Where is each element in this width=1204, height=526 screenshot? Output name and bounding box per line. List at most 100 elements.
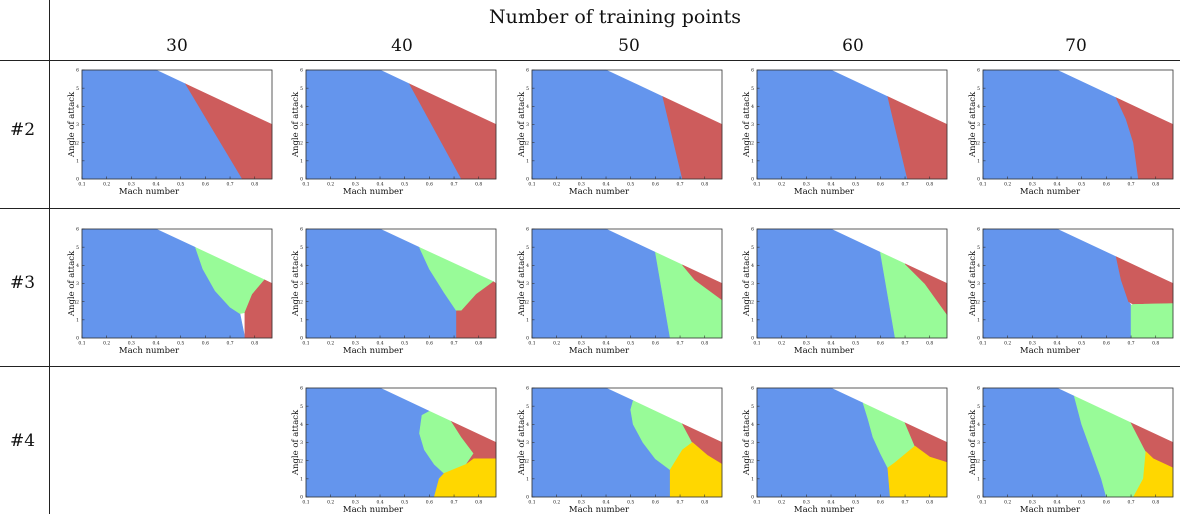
x-tick-label: 0.5 [852, 182, 859, 188]
x-tick-label: 0.7 [676, 341, 683, 347]
x-tick-label: 0.7 [226, 341, 233, 347]
x-tick-label: 0.6 [652, 182, 659, 188]
y-tick-label: 3 [76, 122, 79, 128]
x-tick-label: 0.6 [1103, 341, 1110, 347]
x-tick-label: 0.8 [1152, 341, 1159, 347]
x-tick-label: 0.5 [1078, 341, 1085, 347]
y-tick-label: 0 [751, 495, 754, 501]
y-tick-label: 0 [526, 177, 529, 183]
y-tick-label: 2 [300, 140, 303, 146]
y-tick-label: 0 [300, 177, 303, 183]
x-tick-label: 0.6 [426, 500, 433, 506]
x-tick-label: 0.8 [926, 341, 933, 347]
x-tick-label: 0.4 [1053, 341, 1060, 347]
x-tick-label: 0.5 [1078, 182, 1085, 188]
y-tick-label: 4 [300, 104, 303, 110]
x-tick-label: 0.4 [376, 182, 383, 188]
x-tick-label: 0.6 [877, 500, 884, 506]
x-tick-label: 0.4 [827, 500, 834, 506]
x-tick-label: 0.4 [602, 341, 609, 347]
y-tick-label: 6 [751, 68, 754, 74]
y-tick-label: 5 [76, 86, 79, 92]
x-axis-label: Mach number [343, 346, 404, 356]
y-tick-label: 3 [300, 281, 303, 287]
y-tick-label: 1 [751, 317, 754, 323]
x-tick-label: 0.7 [901, 182, 908, 188]
partition-plot-r2-40: 0.1 0.2 0.3 0.4 0.5 0.6 0.7 0.8 0 1 2 3 4 5 6 Mach numb… [291, 68, 497, 197]
y-tick-label: 5 [526, 245, 529, 251]
x-tick-label: 0.2 [778, 182, 785, 188]
row-label-4: #4 [10, 431, 36, 451]
y-tick-label: 1 [300, 476, 303, 482]
x-tick-label: 0.2 [327, 341, 334, 347]
y-tick-label: 6 [300, 227, 303, 233]
y-tick-label: 5 [76, 245, 79, 251]
y-tick-label: 3 [526, 122, 529, 128]
partition-plot-r4-70: 0.1 0.2 0.3 0.4 0.5 0.6 0.7 0.8 0 1 2 3 4 5 6 Mach numb… [968, 386, 1174, 515]
x-tick-label: 0.8 [701, 341, 708, 347]
x-tick-label: 0.2 [103, 341, 110, 347]
y-axis-label: Angle of attack [291, 91, 301, 158]
y-tick-label: 6 [300, 386, 303, 392]
partition-plot-r4-40: 0.1 0.2 0.3 0.4 0.5 0.6 0.7 0.8 0 1 2 3 4 5 6 Mach numb… [291, 386, 497, 515]
x-tick-label: 0.8 [926, 500, 933, 506]
y-tick-label: 1 [526, 158, 529, 164]
x-axis-label: Mach number [569, 346, 630, 356]
x-axis-label: Mach number [119, 346, 180, 356]
y-tick-label: 4 [977, 104, 980, 110]
super-title: Number of training points [488, 6, 742, 28]
y-tick-label: 4 [526, 263, 529, 269]
x-axis-label: Mach number [1020, 346, 1081, 356]
x-axis-label: Mach number [343, 505, 404, 515]
x-axis-label: Mach number [794, 346, 855, 356]
partition-plot-r2-60: 0.1 0.2 0.3 0.4 0.5 0.6 0.7 0.8 0 1 2 3 4 5 6 Mach numb… [742, 68, 948, 197]
x-tick-label: 0.3 [352, 341, 359, 347]
x-tick-label: 0.3 [803, 182, 810, 188]
y-tick-label: 3 [526, 440, 529, 446]
x-tick-label: 0.2 [1004, 182, 1011, 188]
y-tick-label: 1 [300, 158, 303, 164]
x-tick-label: 0.6 [426, 341, 433, 347]
x-tick-label: 0.1 [753, 500, 760, 506]
x-tick-label: 0.5 [852, 500, 859, 506]
x-tick-label: 0.1 [528, 182, 535, 188]
y-tick-label: 3 [977, 281, 980, 287]
y-tick-label: 6 [300, 68, 303, 74]
y-tick-label: 4 [300, 422, 303, 428]
partition-plot-r3-50: 0.1 0.2 0.3 0.4 0.5 0.6 0.7 0.8 0 1 2 3 4 5 6 Mach numb… [517, 227, 723, 356]
y-tick-label: 2 [751, 140, 754, 146]
row-label-3: #3 [10, 273, 36, 293]
y-tick-label: 6 [526, 227, 529, 233]
y-tick-label: 3 [751, 440, 754, 446]
row-label-2: #2 [10, 120, 36, 140]
x-tick-label: 0.3 [803, 341, 810, 347]
x-axis-label: Mach number [343, 187, 404, 197]
y-tick-label: 3 [977, 122, 980, 128]
x-tick-label: 0.5 [627, 500, 634, 506]
y-tick-label: 0 [977, 495, 980, 501]
y-tick-label: 3 [977, 440, 980, 446]
y-tick-label: 2 [977, 140, 980, 146]
y-tick-label: 3 [751, 281, 754, 287]
x-tick-label: 0.4 [376, 341, 383, 347]
y-tick-label: 1 [977, 158, 980, 164]
x-tick-label: 0.3 [128, 182, 135, 188]
x-tick-label: 0.2 [103, 182, 110, 188]
x-tick-label: 0.6 [652, 500, 659, 506]
x-tick-label: 0.3 [1029, 182, 1036, 188]
y-tick-label: 4 [526, 104, 529, 110]
y-tick-label: 3 [751, 122, 754, 128]
x-tick-label: 0.4 [376, 500, 383, 506]
x-tick-label: 0.1 [979, 500, 986, 506]
x-tick-label: 0.5 [177, 182, 184, 188]
y-tick-label: 6 [977, 386, 980, 392]
partition-plot-r2-50: 0.1 0.2 0.3 0.4 0.5 0.6 0.7 0.8 0 1 2 3 4 5 6 Mach numb… [517, 68, 723, 197]
y-tick-label: 1 [76, 317, 79, 323]
y-axis-label: Angle of attack [291, 250, 301, 317]
x-axis-label: Mach number [794, 187, 855, 197]
y-tick-label: 5 [977, 86, 980, 92]
x-tick-label: 0.5 [401, 341, 408, 347]
x-tick-label: 0.2 [1004, 341, 1011, 347]
y-tick-label: 5 [300, 245, 303, 251]
x-tick-label: 0.4 [827, 182, 834, 188]
